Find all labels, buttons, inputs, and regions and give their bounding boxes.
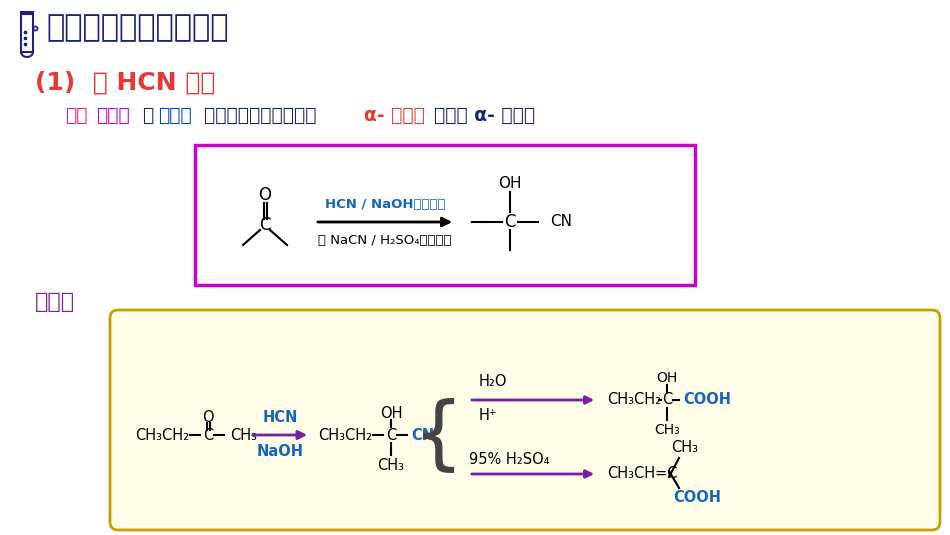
Text: CH₃: CH₃ bbox=[230, 427, 257, 442]
Text: 或 NaCN / H₂SO₄（滴入）: 或 NaCN / H₂SO₄（滴入） bbox=[318, 233, 452, 247]
Text: (1)  与 HCN 加成: (1) 与 HCN 加成 bbox=[35, 71, 216, 95]
Bar bbox=[21, 12, 33, 52]
Text: α- 羟基腬: α- 羟基腬 bbox=[365, 105, 426, 125]
Text: NaOH: NaOH bbox=[256, 445, 303, 460]
Text: CN: CN bbox=[411, 427, 434, 442]
Text: OH: OH bbox=[380, 406, 402, 421]
Text: CH₃CH₂: CH₃CH₂ bbox=[318, 427, 372, 442]
Text: H⁺: H⁺ bbox=[479, 409, 498, 424]
Text: {: { bbox=[413, 398, 465, 476]
Text: 醒、: 醒、 bbox=[65, 105, 87, 125]
Text: OH: OH bbox=[656, 371, 677, 385]
Text: CH₃CH=C: CH₃CH=C bbox=[607, 467, 677, 482]
Text: CH₃CH₂: CH₃CH₂ bbox=[607, 393, 661, 408]
Text: C: C bbox=[504, 213, 516, 231]
FancyBboxPatch shape bbox=[195, 145, 695, 285]
Text: CH₃: CH₃ bbox=[655, 423, 680, 437]
Text: O: O bbox=[258, 186, 272, 204]
Text: CN: CN bbox=[550, 215, 572, 230]
Text: 和: 和 bbox=[142, 105, 154, 125]
Text: 可以与氢氰酸作用生成: 可以与氢氰酸作用生成 bbox=[204, 105, 324, 125]
Text: 甲基酮: 甲基酮 bbox=[96, 105, 130, 125]
Text: C: C bbox=[662, 393, 673, 408]
Text: OH: OH bbox=[498, 177, 522, 192]
Text: 与含碳亲核试剑的加成: 与含碳亲核试剑的加成 bbox=[46, 13, 229, 42]
Text: H₂O: H₂O bbox=[479, 374, 507, 389]
Text: ，亦称 α- 氰醇。: ，亦称 α- 氰醇。 bbox=[434, 105, 535, 125]
Text: O: O bbox=[202, 409, 214, 424]
Text: C: C bbox=[203, 427, 213, 442]
Text: CH₃: CH₃ bbox=[671, 440, 698, 455]
Text: CH₃CH₂: CH₃CH₂ bbox=[135, 427, 189, 442]
Text: COOH: COOH bbox=[683, 393, 731, 408]
Text: HCN / NaOH（微量）: HCN / NaOH（微量） bbox=[325, 198, 446, 211]
Text: C: C bbox=[259, 216, 271, 234]
Text: COOH: COOH bbox=[673, 491, 721, 506]
Text: 95% H₂SO₄: 95% H₂SO₄ bbox=[469, 453, 549, 468]
Text: CH₃: CH₃ bbox=[377, 457, 405, 472]
Text: 脂环烃: 脂环烃 bbox=[158, 105, 192, 125]
Text: 拓展：: 拓展： bbox=[35, 292, 75, 312]
Text: C: C bbox=[386, 427, 396, 442]
Text: HCN: HCN bbox=[262, 410, 297, 425]
FancyBboxPatch shape bbox=[110, 310, 940, 530]
